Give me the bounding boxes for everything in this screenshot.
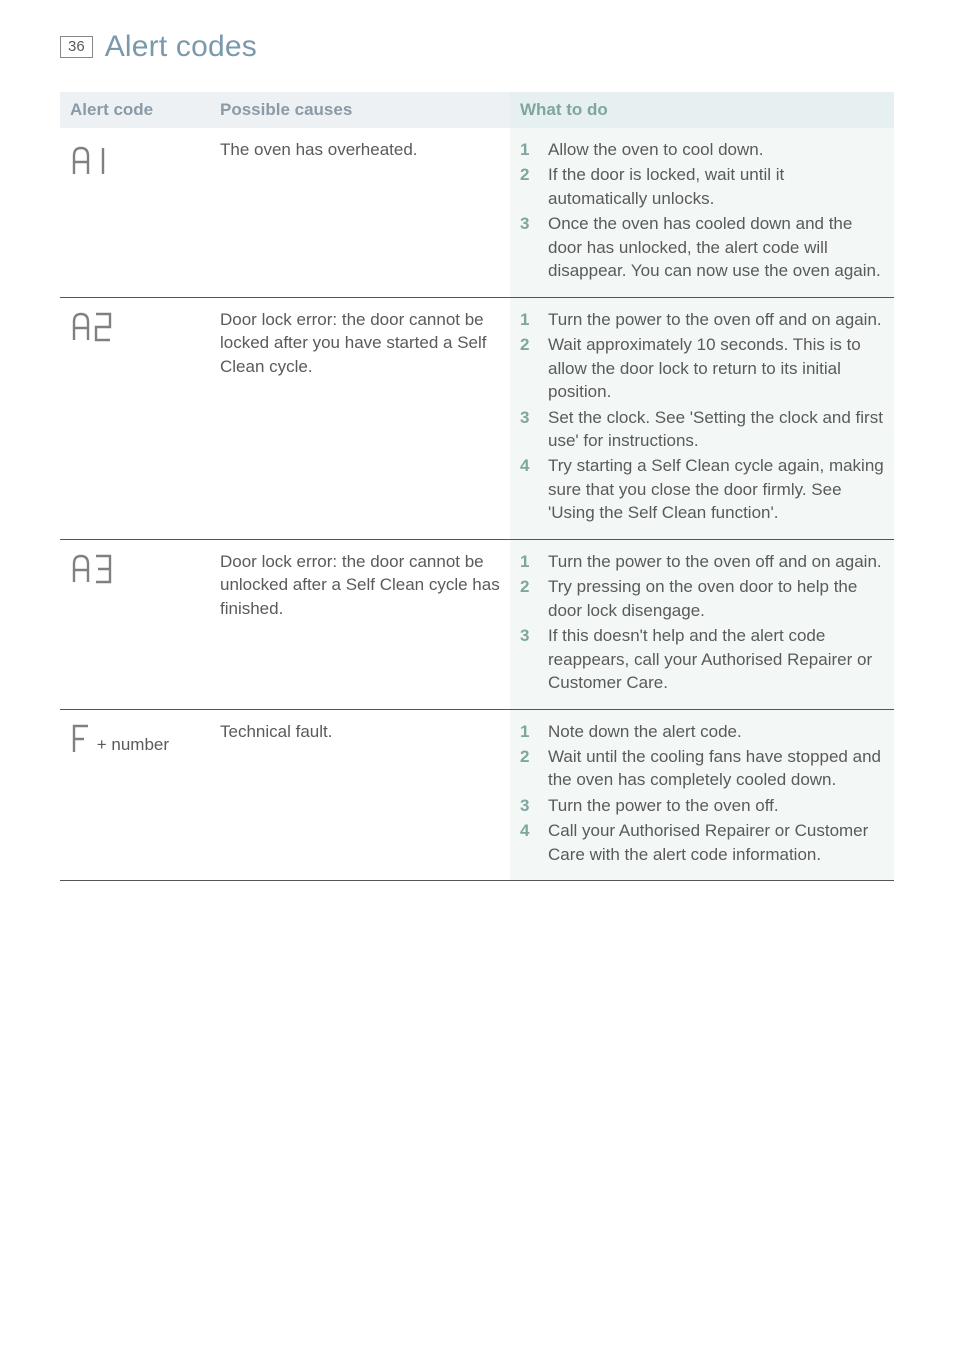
step-item: 2Wait approximately 10 seconds. This is … (520, 333, 884, 403)
step-item: 3 Turn the power to the oven off. (520, 794, 884, 817)
page-title: Alert codes (105, 30, 257, 64)
page-container: 36 Alert codes Alert code Possible cause… (0, 0, 954, 941)
step-item: 1 Allow the oven to cool down. (520, 138, 884, 161)
step-item: 2 Wait until the cooling fans have stoppe… (520, 745, 884, 792)
steps-list: 1 Turn the power to the oven off and on a… (520, 308, 884, 525)
step-number: 1 (520, 550, 534, 573)
step-number: 1 (520, 308, 534, 331)
steps-list: 1 Turn the power to the oven off and on a… (520, 550, 884, 695)
possible-cause-cell: Technical fault. (210, 709, 510, 881)
step-text: If the door is locked, wait until it aut… (548, 163, 884, 210)
possible-cause-cell: The oven has overheated. (210, 128, 510, 297)
step-text: Once the oven has cooled down and the do… (548, 212, 884, 282)
step-text: Turn the power to the oven off and on ag… (548, 308, 882, 331)
step-item: 4 Call your Authorised Repairer or Custom… (520, 819, 884, 866)
table-row: The oven has overheated. 1 Allow the oven … (60, 128, 894, 297)
step-number: 3 (520, 624, 534, 694)
step-number: 2 (520, 333, 534, 403)
steps-list: 1 Note down the alert code. 2 Wait until th… (520, 720, 884, 867)
alert-code-cell (60, 539, 210, 709)
page-number-box: 36 (60, 36, 93, 58)
possible-cause-cell: Door lock error: the door cannot be unlo… (210, 539, 510, 709)
step-text: Turn the power to the oven off. (548, 794, 779, 817)
possible-cause-cell: Door lock error: the door cannot be lock… (210, 297, 510, 539)
step-number: 2 (520, 575, 534, 622)
what-to-do-cell: 1 Turn the power to the oven off and on a… (510, 297, 894, 539)
step-text: Call your Authorised Repairer or Custome… (548, 819, 884, 866)
step-text: Allow the oven to cool down. (548, 138, 763, 161)
alert-code-cell (60, 128, 210, 297)
step-text: Try pressing on the oven door to help th… (548, 575, 884, 622)
alert-codes-table: Alert code Possible causes What to do Th… (60, 92, 894, 881)
what-to-do-cell: 1 Turn the power to the oven off and on a… (510, 539, 894, 709)
what-to-do-cell: 1 Note down the alert code. 2 Wait until th… (510, 709, 894, 881)
step-item: 3Once the oven has cooled down and the d… (520, 212, 884, 282)
step-text: If this doesn't help and the alert code … (548, 624, 884, 694)
step-item: 2 Try pressing on the oven door to help t… (520, 575, 884, 622)
table-row: Door lock error: the door cannot be lock… (60, 297, 894, 539)
step-item: 3If this doesn't help and the alert code… (520, 624, 884, 694)
step-text: Note down the alert code. (548, 720, 742, 743)
step-number: 1 (520, 138, 534, 161)
step-text: Wait until the cooling fans have stopped… (548, 745, 884, 792)
step-item: 4Try starting a Self Clean cycle again, … (520, 454, 884, 524)
step-number: 3 (520, 212, 534, 282)
step-number: 1 (520, 720, 534, 743)
step-item: 2 If the door is locked, wait until it au… (520, 163, 884, 210)
step-number: 3 (520, 406, 534, 453)
step-item: 1 Turn the power to the oven off and on a… (520, 308, 884, 331)
step-item: 3 Set the clock. See 'Setting the clock a… (520, 406, 884, 453)
table-row: Door lock error: the door cannot be unlo… (60, 539, 894, 709)
step-text: Try starting a Self Clean cycle again, m… (548, 454, 884, 524)
step-item: 1 Note down the alert code. (520, 720, 884, 743)
step-number: 2 (520, 745, 534, 792)
step-text: Turn the power to the oven off and on ag… (548, 550, 882, 573)
step-text: Wait approximately 10 seconds. This is t… (548, 333, 884, 403)
what-to-do-cell: 1 Allow the oven to cool down. 2 If the doo… (510, 128, 894, 297)
step-number: 3 (520, 794, 534, 817)
table-row: + numberTechnical fault. 1 Note down the a… (60, 709, 894, 881)
step-number: 4 (520, 454, 534, 524)
table-header-row: Alert code Possible causes What to do (60, 92, 894, 128)
header-possible-causes: Possible causes (210, 92, 510, 128)
alert-code-cell: + number (60, 709, 210, 881)
step-number: 2 (520, 163, 534, 210)
step-text: Set the clock. See 'Setting the clock an… (548, 406, 884, 453)
table-body: The oven has overheated. 1 Allow the oven … (60, 128, 894, 881)
page-header: 36 Alert codes (60, 30, 894, 64)
header-alert-code: Alert code (60, 92, 210, 128)
step-item: 1 Turn the power to the oven off and on a… (520, 550, 884, 573)
steps-list: 1 Allow the oven to cool down. 2 If the doo… (520, 138, 884, 283)
alert-code-cell (60, 297, 210, 539)
header-what-to-do: What to do (510, 92, 894, 128)
step-number: 4 (520, 819, 534, 866)
